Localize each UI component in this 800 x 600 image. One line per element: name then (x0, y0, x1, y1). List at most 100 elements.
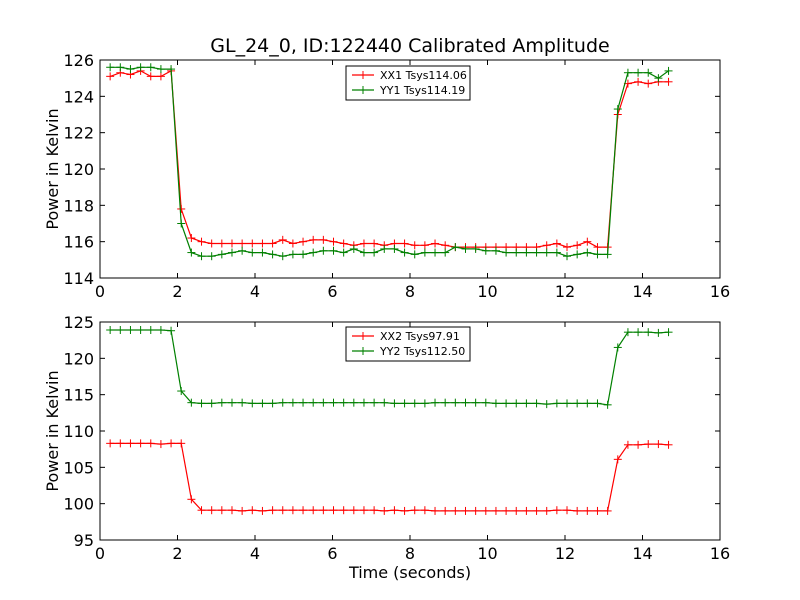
data-point (278, 506, 287, 515)
data-point (299, 398, 308, 407)
data-point (288, 506, 297, 515)
data-point (410, 250, 419, 259)
data-point (339, 398, 348, 407)
data-point (268, 239, 277, 248)
data-point (187, 234, 196, 243)
data-point (390, 244, 399, 253)
data-point (471, 244, 480, 253)
data-point (238, 506, 247, 515)
data-point (329, 398, 338, 407)
data-point (278, 398, 287, 407)
data-point (268, 399, 277, 408)
data-point (603, 250, 612, 259)
series-1 (106, 439, 673, 515)
data-point (146, 439, 155, 448)
data-point (512, 506, 521, 515)
data-point (471, 398, 480, 407)
data-point (207, 252, 216, 261)
data-point (491, 399, 500, 408)
y-tick-label: 124 (63, 87, 94, 106)
data-point (339, 239, 348, 248)
data-point (339, 506, 348, 515)
data-point (359, 398, 368, 407)
data-point (552, 248, 561, 257)
data-point (451, 398, 460, 407)
data-point (502, 506, 511, 515)
data-point (542, 241, 551, 250)
legend-entry: XX2 Tsys97.91 (352, 330, 460, 343)
data-point (106, 72, 115, 81)
data-point (167, 439, 176, 448)
data-point (644, 79, 653, 88)
data-point (603, 400, 612, 409)
x-tick-label: 16 (710, 282, 730, 301)
data-point (420, 241, 429, 250)
data-point (654, 440, 663, 449)
data-point (197, 237, 206, 246)
y-tick-label: 125 (63, 313, 94, 332)
legend-label: XX1 Tsys114.06 (380, 69, 467, 82)
data-point (187, 398, 196, 407)
data-point (207, 506, 216, 515)
data-point (420, 506, 429, 515)
data-point (370, 239, 379, 248)
data-point (410, 506, 419, 515)
data-point (309, 398, 318, 407)
data-point (441, 241, 450, 250)
legend-entry: XX1 Tsys114.06 (352, 69, 467, 82)
data-point (441, 506, 450, 515)
data-point (613, 455, 622, 464)
series-2 (106, 63, 673, 261)
x-tick-label: 0 (95, 544, 105, 563)
data-point (136, 325, 145, 334)
data-point (106, 325, 115, 334)
data-point (613, 105, 622, 114)
y-tick-label: 110 (63, 422, 94, 441)
data-point (349, 506, 358, 515)
data-point (319, 506, 328, 515)
legend-label: YY2 Tsys112.50 (379, 345, 465, 358)
data-point (593, 243, 602, 252)
data-point (136, 63, 145, 72)
data-point (573, 506, 582, 515)
x-tick-label: 12 (555, 544, 575, 563)
data-point (593, 250, 602, 259)
data-point (431, 248, 440, 257)
data-point (197, 399, 206, 408)
data-point (573, 250, 582, 259)
data-point (563, 506, 572, 515)
x-tick-label: 14 (632, 544, 652, 563)
data-point (390, 399, 399, 408)
legend-label: YY1 Tsys114.19 (379, 84, 465, 97)
x-tick-label: 4 (250, 282, 260, 301)
data-point (217, 506, 226, 515)
data-point (664, 66, 673, 75)
data-point (116, 63, 125, 72)
data-point (217, 250, 226, 259)
bottom-plot: 0 2 4 6 8 10 12 14 16 95 100 105 110 115 120 125 Power i… (43, 313, 730, 563)
data-point (227, 248, 236, 257)
data-point (491, 246, 500, 255)
data-point (258, 399, 267, 408)
data-point (613, 343, 622, 352)
legend: XX2 Tsys97.91 YY2 Tsys112.50 (345, 326, 471, 362)
data-point (512, 248, 521, 257)
data-point (644, 68, 653, 77)
data-point (552, 399, 561, 408)
data-point (349, 398, 358, 407)
data-point (563, 252, 572, 261)
data-point (299, 250, 308, 259)
y-axis-label: Power in Kelvin (43, 370, 62, 491)
y-tick-label: 100 (63, 495, 94, 514)
data-point (116, 325, 125, 334)
data-point (441, 248, 450, 257)
data-point (197, 252, 206, 261)
data-point (563, 399, 572, 408)
data-point (359, 248, 368, 257)
data-point (623, 68, 632, 77)
data-point (441, 398, 450, 407)
data-point (654, 74, 663, 83)
x-axis-label: Time (seconds) (348, 563, 471, 582)
data-point (522, 248, 531, 257)
data-point (207, 399, 216, 408)
